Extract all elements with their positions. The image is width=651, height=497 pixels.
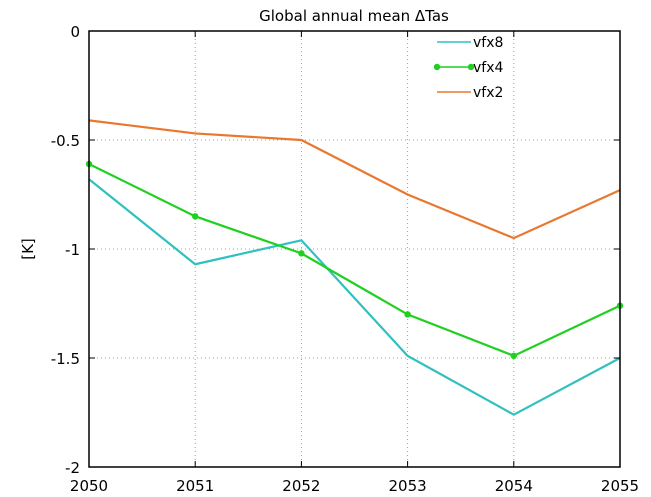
y-tick-label: -1: [65, 241, 80, 259]
x-tick-label: 2055: [601, 477, 639, 495]
legend-marker-vfx4: [433, 63, 441, 71]
y-tick-label: -2: [65, 459, 80, 477]
x-tick-label: 2050: [70, 477, 108, 495]
y-axis-label: [K]: [19, 238, 37, 260]
legend-label-vfx2: vfx2: [473, 85, 503, 101]
legend-marker-vfx4: [467, 63, 475, 71]
x-tick-label: 2053: [389, 477, 427, 495]
y-tick-label: -0.5: [51, 132, 80, 150]
series-line-vfx4: [88, 162, 621, 358]
data-point-vfx4: [192, 213, 199, 220]
data-point-vfx4: [404, 311, 411, 318]
x-tick-label: 2054: [495, 477, 533, 495]
x-tick-label: 2051: [176, 477, 214, 495]
series-line-vfx2: [88, 119, 621, 240]
data-point-vfx4: [510, 352, 517, 360]
chart-title: Global annual mean ΔTas: [259, 7, 449, 25]
x-tick-label: 2052: [282, 477, 320, 495]
y-tick-label: 0: [70, 23, 80, 41]
series-layer: [85, 119, 624, 416]
ticks: 2050 2051 2052 2053 2054 2055 0 -0.5 -1 -1.5 -2: [51, 23, 639, 495]
legend-label-vfx4: vfx4: [473, 60, 503, 76]
series-line-vfx8: [88, 178, 621, 416]
data-point-vfx4: [298, 250, 305, 257]
legend-label-vfx8: vfx8: [473, 35, 503, 51]
y-tick-label: -1.5: [51, 350, 80, 368]
legend: vfx8 vfx4 vfx2: [433, 35, 503, 101]
